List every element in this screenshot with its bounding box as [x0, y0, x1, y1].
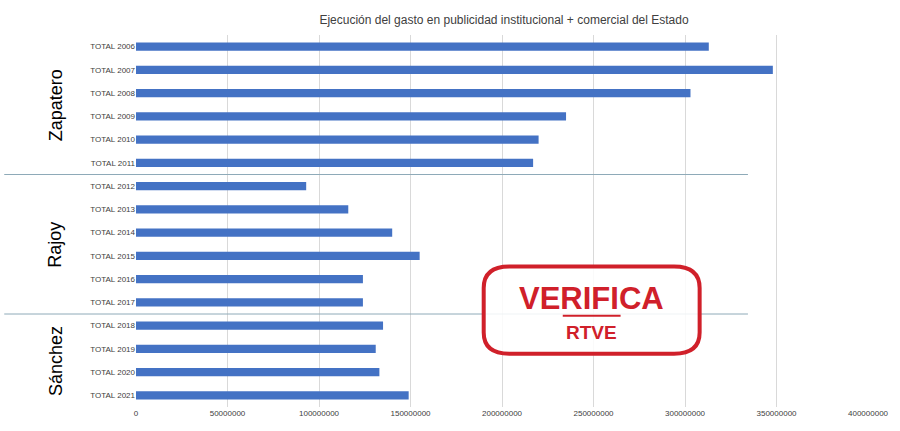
svg-text:400000000: 400000000: [848, 409, 889, 418]
svg-text:TOTAL 2007: TOTAL 2007: [90, 66, 135, 75]
svg-text:TOTAL 2013: TOTAL 2013: [90, 205, 135, 214]
svg-text:Ejecución del gasto en publici: Ejecución del gasto en publicidad instit…: [319, 13, 689, 27]
svg-text:RTVE: RTVE: [566, 322, 617, 343]
svg-text:VERIFICA: VERIFICA: [519, 281, 664, 316]
svg-text:Sánchez: Sánchez: [46, 326, 66, 396]
svg-text:TOTAL 2012: TOTAL 2012: [90, 182, 135, 191]
svg-text:TOTAL 2008: TOTAL 2008: [90, 89, 135, 98]
svg-text:100000000: 100000000: [299, 409, 340, 418]
svg-text:300000000: 300000000: [665, 409, 706, 418]
svg-text:250000000: 250000000: [573, 409, 614, 418]
svg-text:350000000: 350000000: [756, 409, 797, 418]
svg-text:200000000: 200000000: [482, 409, 523, 418]
svg-text:50000000: 50000000: [210, 409, 246, 418]
svg-text:TOTAL 2020: TOTAL 2020: [90, 368, 135, 377]
svg-text:TOTAL 2009: TOTAL 2009: [90, 112, 135, 121]
svg-text:TOTAL 2014: TOTAL 2014: [90, 228, 135, 237]
svg-text:TOTAL 2015: TOTAL 2015: [90, 252, 135, 261]
svg-text:TOTAL 2021: TOTAL 2021: [90, 391, 135, 400]
svg-text:0: 0: [134, 409, 139, 418]
svg-text:TOTAL 2018: TOTAL 2018: [90, 321, 135, 330]
svg-text:TOTAL 2019: TOTAL 2019: [90, 345, 135, 354]
svg-text:TOTAL 2011: TOTAL 2011: [91, 159, 136, 168]
svg-text:TOTAL 2010: TOTAL 2010: [90, 135, 135, 144]
svg-text:TOTAL 2006: TOTAL 2006: [90, 42, 135, 51]
svg-text:Zapatero: Zapatero: [46, 69, 66, 141]
svg-text:150000000: 150000000: [390, 409, 431, 418]
svg-text:TOTAL 2017: TOTAL 2017: [90, 298, 135, 307]
svg-text:Rajoy: Rajoy: [45, 222, 65, 268]
svg-text:TOTAL 2016: TOTAL 2016: [90, 275, 135, 284]
